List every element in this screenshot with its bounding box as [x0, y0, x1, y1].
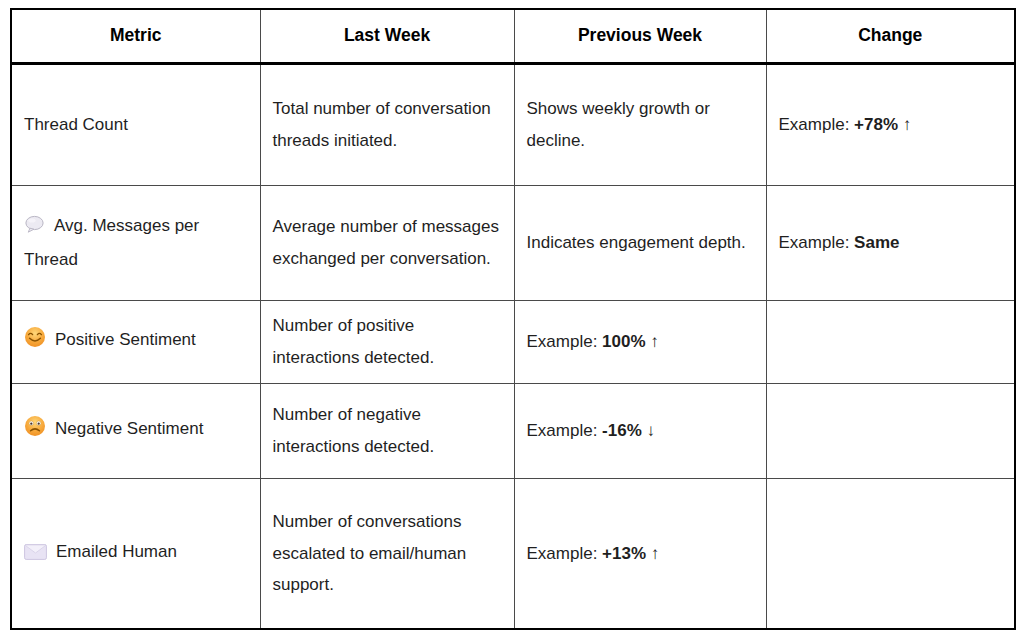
metrics-table: Metric Last Week Previous Week Change Th…	[10, 8, 1016, 630]
change-cell	[766, 300, 1015, 383]
example-prefix: Example:	[527, 332, 603, 351]
table-row: Positive Sentiment Number of positive in…	[11, 300, 1015, 383]
previous-week-cell: Example: 100% ↑	[514, 300, 766, 383]
metric-cell: Positive Sentiment	[11, 300, 260, 383]
change-cell: Example: Same	[766, 185, 1015, 300]
smiling-face-icon	[24, 326, 46, 358]
example-value: +13%	[602, 544, 646, 563]
table-row: Negative Sentiment Number of negative in…	[11, 383, 1015, 478]
metric-cell: Avg. Messages per Thread	[11, 185, 260, 300]
previous-week-cell: Example: +13% ↑	[514, 478, 766, 629]
metric-cell: Negative Sentiment	[11, 383, 260, 478]
up-arrow-icon: ↑	[898, 115, 911, 134]
worried-face-icon	[24, 415, 46, 447]
envelope-icon	[24, 539, 47, 570]
last-week-cell: Total number of conversation threads ini…	[260, 63, 514, 185]
example-prefix: Example:	[779, 115, 855, 134]
metric-label: Positive Sentiment	[55, 330, 196, 349]
column-header-metric: Metric	[11, 9, 260, 63]
speech-balloon-icon	[24, 213, 45, 244]
column-header-last-week: Last Week	[260, 9, 514, 63]
example-prefix: Example:	[527, 421, 603, 440]
last-week-cell: Average number of messages exchanged per…	[260, 185, 514, 300]
header-row: Metric Last Week Previous Week Change	[11, 9, 1015, 63]
example-prefix: Example:	[779, 233, 855, 252]
table-row: Emailed Human Number of conversations es…	[11, 478, 1015, 629]
metric-label: Emailed Human	[56, 542, 177, 561]
last-week-cell: Number of conversations escalated to ema…	[260, 478, 514, 629]
up-arrow-icon: ↑	[646, 544, 659, 563]
example-value: -16%	[602, 421, 642, 440]
table-row: Avg. Messages per Thread Average number …	[11, 185, 1015, 300]
previous-week-cell: Shows weekly growth or decline.	[514, 63, 766, 185]
metric-cell: Thread Count	[11, 63, 260, 185]
down-arrow-icon: ↓	[642, 421, 655, 440]
column-header-previous-week: Previous Week	[514, 9, 766, 63]
last-week-cell: Number of negative interactions detected…	[260, 383, 514, 478]
last-week-cell: Number of positive interactions detected…	[260, 300, 514, 383]
metric-label: Avg. Messages per Thread	[24, 216, 199, 269]
example-value: Same	[854, 233, 899, 252]
change-cell	[766, 478, 1015, 629]
metric-cell: Emailed Human	[11, 478, 260, 629]
metric-label: Negative Sentiment	[55, 419, 203, 438]
change-cell: Example: +78% ↑	[766, 63, 1015, 185]
metrics-table-container: Metric Last Week Previous Week Change Th…	[10, 8, 1016, 630]
metric-label: Thread Count	[24, 115, 128, 134]
previous-week-cell: Example: -16% ↓	[514, 383, 766, 478]
previous-week-cell: Indicates engagement depth.	[514, 185, 766, 300]
change-cell	[766, 383, 1015, 478]
example-prefix: Example:	[527, 544, 603, 563]
example-value: +78%	[854, 115, 898, 134]
up-arrow-icon: ↑	[646, 332, 659, 351]
table-row: Thread Count Total number of conversatio…	[11, 63, 1015, 185]
column-header-change: Change	[766, 9, 1015, 63]
example-value: 100%	[602, 332, 645, 351]
